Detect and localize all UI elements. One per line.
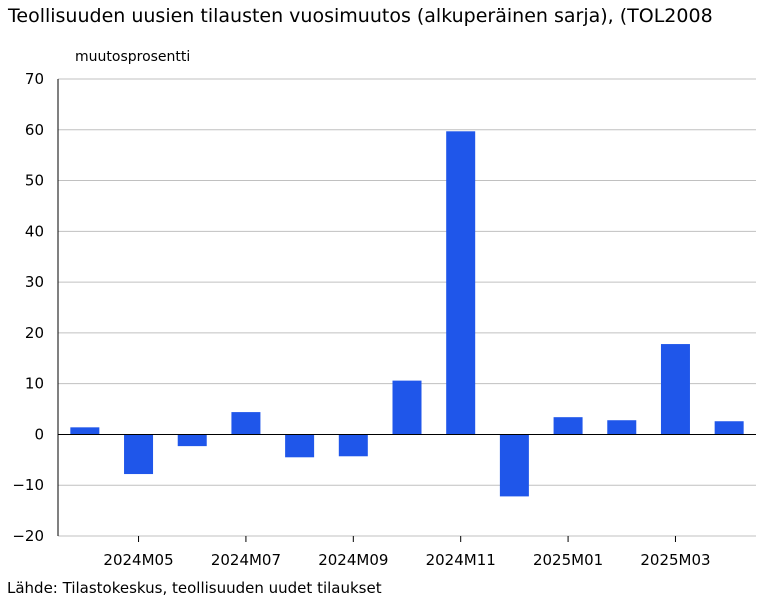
y-tick-label: −10 — [12, 476, 44, 494]
x-tick-label: 2024M07 — [211, 551, 281, 569]
axes — [57, 79, 756, 542]
bar — [124, 434, 154, 475]
bar — [446, 131, 476, 435]
y-tick-label: 60 — [25, 121, 44, 139]
y-tick-label: 30 — [25, 273, 44, 291]
chart-title: Teollisuuden uusien tilausten vuosimuuto… — [8, 5, 713, 27]
bar — [285, 434, 315, 458]
y-tick-label: 0 — [34, 425, 44, 443]
y-tick-label: 20 — [25, 324, 44, 342]
y-tick-label: 40 — [25, 222, 44, 240]
y-tick-label: 50 — [25, 172, 44, 190]
y-tick-label: −20 — [12, 527, 44, 545]
bars — [70, 131, 744, 497]
y-axis-label: muutosprosentti — [75, 49, 191, 65]
bar — [660, 344, 690, 435]
x-tick-label: 2024M11 — [426, 551, 496, 569]
bar — [338, 434, 368, 457]
gridlines — [58, 78, 756, 537]
bar — [714, 421, 744, 435]
source-note: Lähde: Tilastokeskus, teollisuuden uudet… — [7, 579, 382, 597]
bar — [553, 417, 583, 435]
x-tick-label: 2025M01 — [533, 551, 603, 569]
bar — [177, 434, 207, 447]
bar — [607, 420, 637, 435]
y-tick-label: 10 — [25, 375, 44, 393]
x-tick-label: 2025M03 — [640, 551, 710, 569]
y-tick-label: 70 — [25, 70, 44, 88]
x-tick-label: 2024M05 — [103, 551, 173, 569]
x-tick-labels: 2024M05 2024M07 2024M09 2024M11 2025M01 2025M… — [103, 551, 710, 569]
x-tick-label: 2024M09 — [318, 551, 388, 569]
y-tick-labels: 70 60 50 40 30 20 10 0 −10 −20 — [12, 70, 44, 545]
bar — [392, 380, 422, 435]
bar — [231, 412, 261, 435]
bar — [499, 434, 529, 497]
bar — [70, 427, 100, 435]
